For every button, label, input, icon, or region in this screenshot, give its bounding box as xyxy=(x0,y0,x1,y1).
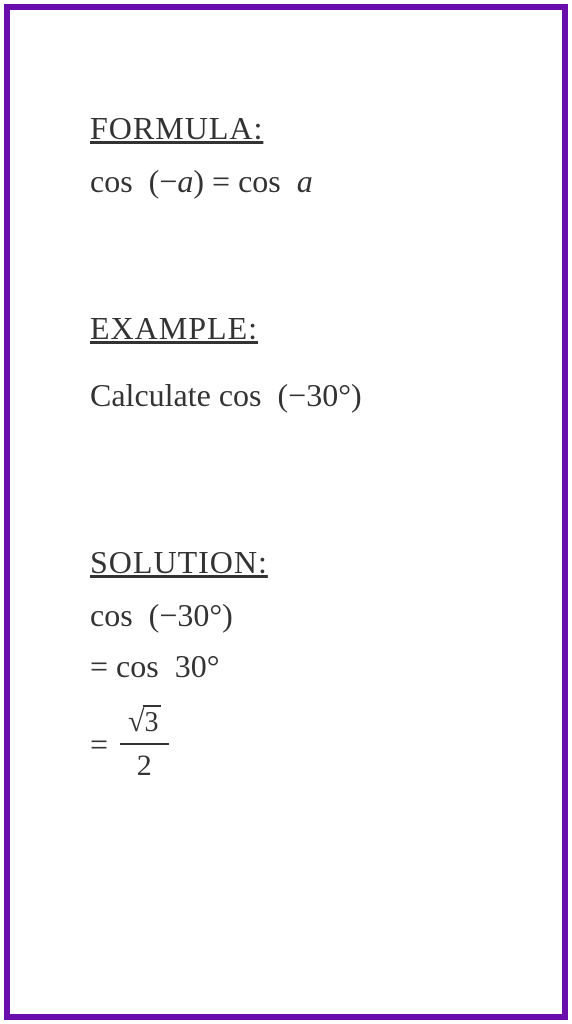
formula-var-a: a xyxy=(177,163,193,199)
numerator: √3 xyxy=(120,705,168,745)
formula-lhs: cos (− xyxy=(90,163,177,199)
formula-var-a-rhs: a xyxy=(297,163,313,199)
math-card: FORMULA: cos (−a) = cos a EXAMPLE: Calcu… xyxy=(4,4,568,1020)
solution-line-2: = cos 30° xyxy=(90,648,502,685)
solution-line-1: cos (−30°) xyxy=(90,597,502,634)
solution-line-3: = √3 2 xyxy=(90,705,169,783)
fraction: √3 2 xyxy=(120,705,168,783)
example-prompt: Calculate cos (−30°) xyxy=(90,377,502,414)
equals-sign: = xyxy=(90,726,108,763)
formula-heading: FORMULA: xyxy=(90,110,502,147)
solution-heading: SOLUTION: xyxy=(90,544,502,581)
sqrt-radicand: 3 xyxy=(143,705,161,739)
denominator: 2 xyxy=(137,745,152,783)
example-heading: EXAMPLE: xyxy=(90,310,502,347)
formula-mid: ) = cos xyxy=(193,163,296,199)
formula-expression: cos (−a) = cos a xyxy=(90,163,502,200)
